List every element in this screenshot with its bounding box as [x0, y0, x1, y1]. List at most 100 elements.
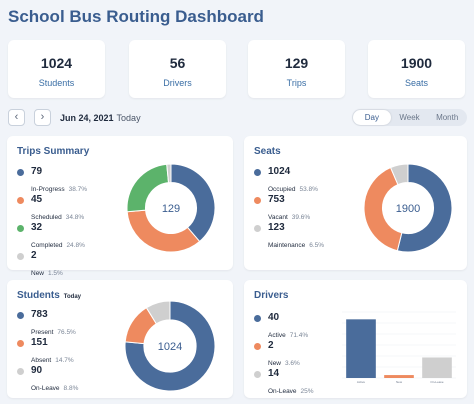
legend-label: New: [31, 270, 45, 277]
range-selector: Day Week Month: [352, 109, 467, 126]
in-progress-slice: [170, 163, 216, 243]
chevron-right-icon: ›: [40, 111, 45, 123]
legend-percent: 38.7%: [68, 186, 88, 193]
donut-center-label: 1024: [158, 341, 182, 353]
legend-dot: [17, 340, 24, 347]
legend-label: Occupied: [268, 186, 296, 193]
stat-label: Drivers: [163, 78, 192, 88]
new-slice: [166, 163, 172, 184]
students-panel: Students Today 783 Present 76.5% 151 Absent 1…: [7, 280, 233, 398]
legend-value: 45: [31, 194, 43, 205]
legend-item: 1024 Occupied 53.8%: [254, 166, 324, 194]
legend-value: 123: [268, 222, 285, 233]
legend-item: 123 Maintenance 6.5%: [254, 222, 324, 250]
legend-item: 32 Completed 24.8%: [17, 222, 87, 250]
legend-percent: 8.8%: [63, 385, 79, 392]
legend-percent: 3.6%: [285, 360, 300, 367]
legend-label: On-Leave: [31, 385, 60, 392]
legend-value: 783: [31, 309, 48, 320]
legend-dot: [17, 225, 24, 232]
current-date: Jun 24, 2021 Today: [60, 113, 141, 123]
legend-dot: [254, 343, 261, 350]
legend-item: 90 On-Leave 8.8%: [17, 365, 78, 393]
range-month-tab[interactable]: Month: [436, 113, 459, 122]
present-slice: [124, 300, 216, 392]
panel-title: Seats: [254, 146, 281, 157]
drivers-legend: 40 Active 71.4% 2 New 3.6% 14 On-Leave 25%: [254, 312, 314, 396]
range-week-tab[interactable]: Week: [399, 113, 420, 122]
legend-percent: 39.6%: [291, 214, 311, 221]
legend-label: New: [268, 360, 282, 367]
legend-label: Active: [268, 332, 286, 339]
donut-center-label: 1900: [396, 203, 420, 215]
x-tick-label: New: [396, 380, 403, 384]
legend-percent: 1.5%: [48, 270, 63, 277]
stat-value: 1024: [40, 55, 73, 71]
active-bar: [346, 319, 376, 378]
legend-percent: 6.5%: [309, 242, 325, 249]
legend-label: Vacant: [268, 214, 288, 221]
date-value: Jun 24, 2021: [60, 113, 114, 123]
new-bar: [384, 375, 414, 378]
legend-dot: [17, 169, 24, 176]
legend-dot: [254, 169, 261, 176]
legend-percent: 53.8%: [299, 186, 318, 193]
legend-label: Completed: [31, 242, 63, 249]
stat-label: Seats: [404, 78, 428, 88]
panel-title-text: Students: [17, 290, 60, 301]
legend-dot: [17, 368, 24, 375]
legend-value: 753: [268, 194, 285, 205]
legend-value: 14: [268, 368, 280, 379]
legend-value: 2: [268, 340, 274, 351]
legend-percent: 14.7%: [55, 357, 74, 364]
drivers-panel: Drivers 40 Active 71.4% 2 New 3.6% 14 On-Leav…: [244, 280, 467, 398]
on-leave-bar: [422, 357, 452, 378]
stat-label: Trips: [286, 78, 307, 88]
page-title: School Bus Routing Dashboard: [8, 7, 264, 26]
legend-label: Scheduled: [31, 214, 62, 221]
seats-stat-card: 1900 Seats: [368, 40, 465, 98]
legend-item: 753 Vacant 39.6%: [254, 194, 324, 222]
seats-legend: 1024 Occupied 53.8% 753 Vacant 39.6% 123 Main…: [254, 166, 324, 250]
legend-dot: [17, 197, 24, 204]
legend-value: 90: [31, 365, 43, 376]
legend-item: 79 In-Progress 38.7%: [17, 166, 87, 194]
legend-percent: 71.4%: [289, 332, 309, 339]
legend-item: 2 New 1.5%: [17, 250, 87, 278]
legend-value: 2: [31, 250, 37, 261]
legend-item: 40 Active 71.4%: [254, 312, 314, 340]
legend-label: Present: [31, 329, 54, 336]
trips-stat-card: 129 Trips: [248, 40, 345, 98]
legend-dot: [254, 225, 261, 232]
range-day-tab[interactable]: Day: [353, 110, 391, 125]
legend-value: 79: [31, 166, 43, 177]
panel-subtitle: Today: [63, 294, 82, 300]
legend-percent: 76.5%: [57, 329, 76, 336]
legend-item: 45 Scheduled 34.8%: [17, 194, 87, 222]
legend-percent: 25%: [300, 388, 314, 395]
legend-value: 40: [268, 312, 280, 323]
drivers-bar-chart: Active New On-Leave: [342, 311, 456, 384]
trips-donut-chart: 129: [126, 163, 216, 253]
legend-item: 14 On-Leave 25%: [254, 368, 314, 396]
legend-percent: 34.8%: [65, 214, 85, 221]
legend-dot: [254, 315, 261, 322]
scheduled-slice: [126, 209, 201, 253]
students-donut-chart: 1024: [124, 300, 216, 392]
legend-item: 151 Absent 14.7%: [17, 337, 78, 365]
legend-dot: [17, 312, 24, 319]
on-leave-slice: [145, 300, 171, 325]
previous-day-button[interactable]: ‹: [8, 109, 25, 126]
panel-title: Students Today: [17, 290, 81, 301]
occupied-slice: [396, 163, 453, 253]
next-day-button[interactable]: ›: [34, 109, 51, 126]
legend-value: 1024: [268, 166, 291, 177]
students-stat-card: 1024 Students: [8, 40, 105, 98]
students-legend: 783 Present 76.5% 151 Absent 14.7% 90 On-Leav…: [17, 309, 78, 393]
panel-title: Drivers: [254, 290, 289, 301]
stat-value: 129: [284, 55, 309, 71]
legend-label: Maintenance: [268, 242, 306, 249]
drivers-stat-card: 56 Drivers: [129, 40, 226, 98]
donut-center-label: 129: [162, 203, 180, 215]
seats-donut-chart: 1900: [363, 163, 453, 253]
